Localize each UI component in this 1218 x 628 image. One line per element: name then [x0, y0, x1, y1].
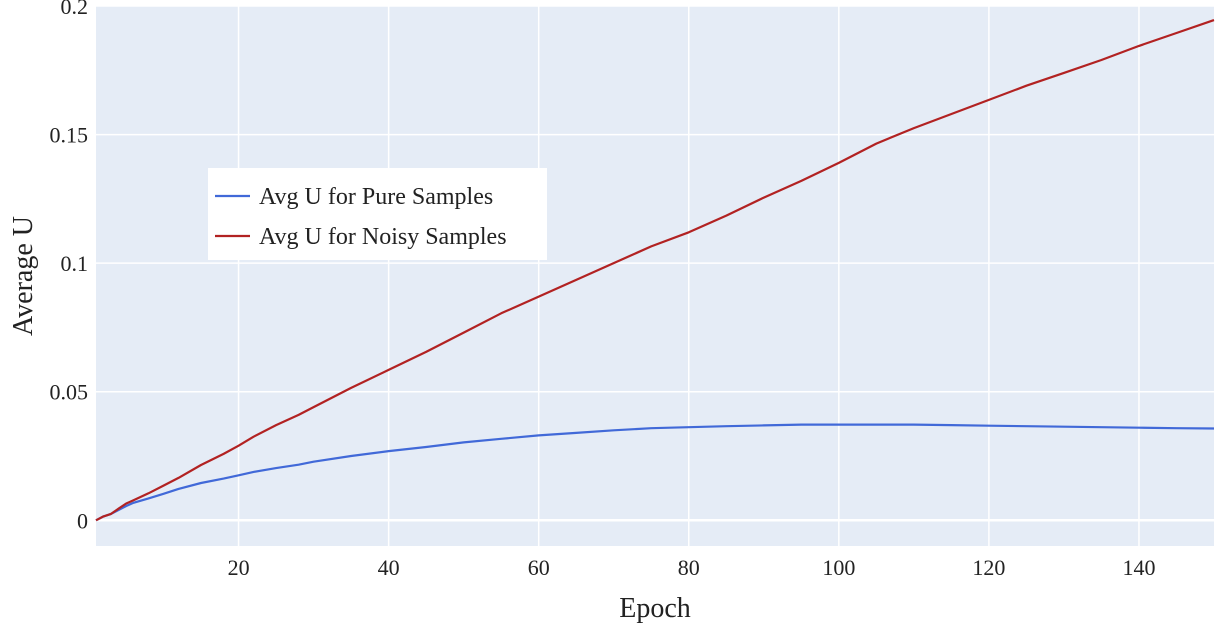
x-tick-label: 20: [228, 555, 250, 580]
x-axis-title: Epoch: [619, 593, 691, 624]
y-tick-label: 0.2: [61, 0, 89, 19]
plot-background: [96, 6, 1214, 546]
legend: Avg U for Pure Samples Avg U for Noisy Sa…: [208, 168, 547, 260]
legend-box: [208, 168, 547, 260]
y-tick-label: 0.15: [50, 123, 89, 148]
y-tick-label: 0.05: [50, 380, 89, 405]
series-lines: [95, 19, 1215, 522]
x-tick-label: 60: [528, 555, 550, 580]
x-tick-label: 100: [822, 555, 855, 580]
x-tick-label: 40: [378, 555, 400, 580]
grid-lines: [96, 5, 1214, 546]
y-axis-ticks: 0 0.05 0.1 0.15 0.2: [50, 0, 89, 533]
x-tick-label: 140: [1122, 555, 1155, 580]
series-line-1: [95, 423, 1215, 522]
x-tick-label: 120: [972, 555, 1005, 580]
y-tick-label: 0.1: [61, 251, 89, 276]
series-line-2: [95, 19, 1215, 522]
y-tick-label: 0: [77, 508, 88, 533]
y-axis-title: Average U: [8, 216, 39, 336]
x-axis-ticks: 20 40 60 80 100 120 140: [228, 555, 1156, 580]
x-tick-label: 80: [678, 555, 700, 580]
legend-entry-2: Avg U for Noisy Samples: [259, 224, 507, 250]
legend-entry-1: Avg U for Pure Samples: [259, 184, 493, 210]
